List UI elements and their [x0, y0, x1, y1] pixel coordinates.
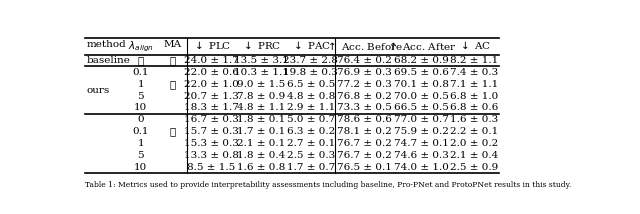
- Text: 68.2 ± 0.9: 68.2 ± 0.9: [394, 56, 449, 65]
- Text: 10: 10: [134, 103, 147, 112]
- Text: 2.0 ± 0.2: 2.0 ± 0.2: [450, 139, 499, 148]
- Text: $\downarrow$ PAC: $\downarrow$ PAC: [291, 40, 330, 51]
- Text: 7.1 ± 1.1: 7.1 ± 1.1: [450, 80, 499, 89]
- Text: 23.7 ± 2.8: 23.7 ± 2.8: [284, 56, 338, 65]
- Text: 76.7 ± 0.2: 76.7 ± 0.2: [337, 139, 392, 148]
- Text: 24.0 ± 1.7: 24.0 ± 1.7: [184, 56, 239, 65]
- Text: 0: 0: [138, 115, 144, 124]
- Text: 13.5 ± 3.1: 13.5 ± 3.1: [234, 56, 289, 65]
- Text: 19.8 ± 0.3: 19.8 ± 0.3: [284, 68, 338, 77]
- Text: 5: 5: [138, 151, 144, 160]
- Text: ✓: ✓: [170, 127, 176, 136]
- Text: 4.8 ± 1.1: 4.8 ± 1.1: [237, 103, 285, 112]
- Text: 22.0 ± 1.0: 22.0 ± 1.0: [184, 80, 239, 89]
- Text: 1.8 ± 0.1: 1.8 ± 0.1: [237, 115, 285, 124]
- Text: ✗: ✗: [170, 80, 176, 89]
- Text: 15.3 ± 0.3: 15.3 ± 0.3: [184, 139, 239, 148]
- Text: 2.5 ± 0.9: 2.5 ± 0.9: [450, 163, 499, 172]
- Text: 10: 10: [134, 163, 147, 172]
- Text: 77.0 ± 0.7: 77.0 ± 0.7: [394, 115, 449, 124]
- Text: 2.1 ± 0.4: 2.1 ± 0.4: [450, 151, 499, 160]
- Text: Table 1: Metrics used to provide interpretability assessments including baseline: Table 1: Metrics used to provide interpr…: [85, 181, 571, 189]
- Text: 6.8 ± 1.0: 6.8 ± 1.0: [450, 92, 499, 101]
- Text: 2.5 ± 0.3: 2.5 ± 0.3: [287, 151, 335, 160]
- Text: 16.7 ± 0.3: 16.7 ± 0.3: [184, 115, 239, 124]
- Text: 76.5 ± 0.1: 76.5 ± 0.1: [337, 163, 392, 172]
- Text: 73.3 ± 0.5: 73.3 ± 0.5: [337, 103, 392, 112]
- Text: $\downarrow$ PRC: $\downarrow$ PRC: [241, 40, 281, 51]
- Text: ✗: ✗: [170, 56, 176, 65]
- Text: ours: ours: [86, 86, 109, 95]
- Text: 6.3 ± 0.2: 6.3 ± 0.2: [287, 127, 335, 136]
- Text: 10.3 ± 1.1: 10.3 ± 1.1: [234, 68, 289, 77]
- Text: 2.1 ± 0.1: 2.1 ± 0.1: [237, 139, 285, 148]
- Text: 7.8 ± 0.9: 7.8 ± 0.9: [237, 92, 285, 101]
- Text: 2.9 ± 1.1: 2.9 ± 1.1: [287, 103, 335, 112]
- Text: 1.7 ± 0.1: 1.7 ± 0.1: [237, 127, 285, 136]
- Text: MA: MA: [164, 40, 182, 49]
- Text: $\lambda_{\mathit{align}}$: $\lambda_{\mathit{align}}$: [128, 40, 154, 54]
- Text: 9.0 ± 1.5: 9.0 ± 1.5: [237, 80, 285, 89]
- Text: 18.3 ± 1.7: 18.3 ± 1.7: [184, 103, 239, 112]
- Text: 1.6 ± 0.8: 1.6 ± 0.8: [237, 163, 285, 172]
- Text: 6.5 ± 0.5: 6.5 ± 0.5: [287, 80, 335, 89]
- Text: 8.2 ± 1.1: 8.2 ± 1.1: [450, 56, 499, 65]
- Text: 74.6 ± 0.3: 74.6 ± 0.3: [394, 151, 449, 160]
- Text: method: method: [86, 40, 126, 49]
- Text: $\downarrow$ AC: $\downarrow$ AC: [458, 40, 491, 51]
- Text: 70.0 ± 0.5: 70.0 ± 0.5: [394, 92, 449, 101]
- Text: $\downarrow$ PLC: $\downarrow$ PLC: [192, 40, 231, 51]
- Text: 78.6 ± 0.6: 78.6 ± 0.6: [337, 115, 392, 124]
- Text: 66.5 ± 0.5: 66.5 ± 0.5: [394, 103, 449, 112]
- Text: 1: 1: [138, 80, 144, 89]
- Text: 8.5 ± 1.5: 8.5 ± 1.5: [188, 163, 236, 172]
- Text: 15.7 ± 0.3: 15.7 ± 0.3: [184, 127, 239, 136]
- Text: 69.5 ± 0.6: 69.5 ± 0.6: [394, 68, 449, 77]
- Text: 76.7 ± 0.2: 76.7 ± 0.2: [337, 151, 392, 160]
- Text: 4.8 ± 0.8: 4.8 ± 0.8: [287, 92, 335, 101]
- Text: 0.1: 0.1: [132, 127, 149, 136]
- Text: $\uparrow$ Acc. Before: $\uparrow$ Acc. Before: [325, 40, 403, 52]
- Text: 1.6 ± 0.3: 1.6 ± 0.3: [450, 115, 499, 124]
- Text: 70.1 ± 0.8: 70.1 ± 0.8: [394, 80, 449, 89]
- Text: ✗: ✗: [138, 56, 144, 65]
- Text: 20.7 ± 1.3: 20.7 ± 1.3: [184, 92, 239, 101]
- Text: 77.2 ± 0.3: 77.2 ± 0.3: [337, 80, 392, 89]
- Text: 22.0 ± 0.6: 22.0 ± 0.6: [184, 68, 239, 77]
- Text: 2.7 ± 0.1: 2.7 ± 0.1: [287, 139, 335, 148]
- Text: 74.0 ± 1.0: 74.0 ± 1.0: [394, 163, 449, 172]
- Text: 6.8 ± 0.6: 6.8 ± 0.6: [450, 103, 499, 112]
- Text: 1.8 ± 0.4: 1.8 ± 0.4: [237, 151, 285, 160]
- Text: 74.7 ± 0.1: 74.7 ± 0.1: [394, 139, 449, 148]
- Text: 78.1 ± 0.2: 78.1 ± 0.2: [337, 127, 392, 136]
- Text: 5: 5: [138, 92, 144, 101]
- Text: 76.9 ± 0.3: 76.9 ± 0.3: [337, 68, 392, 77]
- Text: 1: 1: [138, 139, 144, 148]
- Text: baseline: baseline: [86, 56, 131, 65]
- Text: 0.1: 0.1: [132, 68, 149, 77]
- Text: $\uparrow$ Acc. After: $\uparrow$ Acc. After: [386, 40, 456, 52]
- Text: 5.0 ± 0.7: 5.0 ± 0.7: [287, 115, 335, 124]
- Text: 1.7 ± 0.7: 1.7 ± 0.7: [287, 163, 335, 172]
- Text: 7.4 ± 0.3: 7.4 ± 0.3: [450, 68, 499, 77]
- Text: 75.9 ± 0.2: 75.9 ± 0.2: [394, 127, 449, 136]
- Text: 2.2 ± 0.1: 2.2 ± 0.1: [450, 127, 499, 136]
- Text: 76.4 ± 0.2: 76.4 ± 0.2: [337, 56, 392, 65]
- Text: 13.3 ± 0.8: 13.3 ± 0.8: [184, 151, 239, 160]
- Text: 76.8 ± 0.2: 76.8 ± 0.2: [337, 92, 392, 101]
